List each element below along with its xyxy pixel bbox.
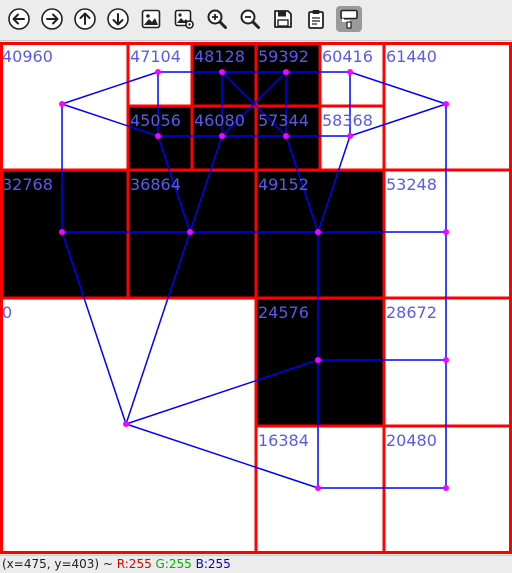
pixel-green-value: G:255 bbox=[155, 557, 192, 571]
node bbox=[219, 133, 225, 139]
cell-label-61440: 61440 bbox=[386, 47, 437, 66]
quadtree-graph-view: 40960 47104 48128 59392 60416 61440 4505… bbox=[0, 42, 512, 554]
cell-label-47104: 47104 bbox=[130, 47, 181, 66]
image-gear-icon bbox=[174, 9, 194, 29]
down-button[interactable] bbox=[105, 6, 131, 32]
cell-label-20480: 20480 bbox=[386, 431, 437, 450]
node bbox=[347, 133, 353, 139]
cell-label-0: 0 bbox=[2, 303, 12, 322]
node bbox=[315, 357, 321, 363]
arrow-right-icon bbox=[41, 8, 63, 30]
cell-label-40960: 40960 bbox=[2, 47, 53, 66]
image-settings-button[interactable] bbox=[171, 6, 197, 32]
graph-edges bbox=[61, 71, 447, 489]
node bbox=[315, 485, 321, 491]
image-canvas[interactable]: 40960 47104 48128 59392 60416 61440 4505… bbox=[0, 42, 512, 554]
cell-label-59392: 59392 bbox=[258, 47, 309, 66]
node bbox=[443, 357, 449, 363]
node bbox=[347, 69, 353, 75]
edge bbox=[61, 231, 127, 425]
zoom-in-button[interactable] bbox=[204, 6, 230, 32]
cell-label-24576: 24576 bbox=[258, 303, 309, 322]
cell-label-28672: 28672 bbox=[386, 303, 437, 322]
arrow-down-icon bbox=[107, 8, 129, 30]
edge bbox=[125, 359, 319, 425]
cell-label-36864: 36864 bbox=[130, 175, 181, 194]
status-bar: (x=475, y=403) ~ R:255 G:255 B:255 bbox=[0, 555, 512, 573]
graph-nodes bbox=[59, 69, 449, 491]
arrow-left-icon bbox=[8, 8, 30, 30]
edge bbox=[317, 135, 351, 233]
cell-label-48128: 48128 bbox=[194, 47, 245, 66]
cell-labels: 40960 47104 48128 59392 60416 61440 4505… bbox=[2, 47, 437, 450]
node bbox=[443, 485, 449, 491]
cell-label-57344: 57344 bbox=[258, 111, 309, 130]
pixel-blue-value: B:255 bbox=[195, 557, 231, 571]
node bbox=[59, 229, 65, 235]
save-button[interactable] bbox=[270, 6, 296, 32]
properties-button[interactable] bbox=[336, 6, 362, 32]
node bbox=[283, 133, 289, 139]
edge bbox=[189, 135, 223, 233]
edge bbox=[125, 423, 319, 489]
edge bbox=[285, 135, 319, 233]
edge bbox=[157, 135, 191, 233]
floppy-disk-icon bbox=[274, 10, 292, 28]
cell-label-45056: 45056 bbox=[130, 111, 181, 130]
cell-label-49152: 49152 bbox=[258, 175, 309, 194]
cell-label-53248: 53248 bbox=[386, 175, 437, 194]
zoom-out-icon bbox=[240, 9, 260, 29]
clipboard-button[interactable] bbox=[303, 6, 329, 32]
edge bbox=[61, 71, 159, 105]
up-button[interactable] bbox=[72, 6, 98, 32]
edge bbox=[125, 231, 191, 425]
cell-label-32768: 32768 bbox=[2, 175, 53, 194]
cell-label-58368: 58368 bbox=[322, 111, 373, 130]
cell-label-16384: 16384 bbox=[258, 431, 309, 450]
node bbox=[283, 69, 289, 75]
cell-label-46080: 46080 bbox=[194, 111, 245, 130]
node bbox=[155, 133, 161, 139]
node bbox=[443, 101, 449, 107]
node bbox=[59, 101, 65, 107]
image-button[interactable] bbox=[138, 6, 164, 32]
brush-icon bbox=[340, 9, 358, 29]
image-icon bbox=[141, 9, 161, 29]
node bbox=[219, 69, 225, 75]
forward-button[interactable] bbox=[39, 6, 65, 32]
toolbar bbox=[0, 0, 512, 41]
zoom-out-button[interactable] bbox=[237, 6, 263, 32]
clipboard-icon bbox=[308, 10, 324, 29]
node bbox=[155, 69, 161, 75]
node bbox=[187, 229, 193, 235]
edge bbox=[349, 71, 447, 105]
node bbox=[443, 229, 449, 235]
node bbox=[315, 229, 321, 235]
back-button[interactable] bbox=[6, 6, 32, 32]
edge bbox=[61, 103, 159, 137]
node bbox=[123, 421, 129, 427]
zoom-in-icon bbox=[207, 9, 227, 29]
edge bbox=[349, 103, 447, 137]
grid-lines bbox=[0, 42, 512, 554]
arrow-up-icon bbox=[74, 8, 96, 30]
cell-label-60416: 60416 bbox=[322, 47, 373, 66]
cursor-coordinates: (x=475, y=403) ~ bbox=[2, 557, 117, 571]
pixel-red-value: R:255 bbox=[116, 557, 152, 571]
edge bbox=[221, 71, 287, 137]
